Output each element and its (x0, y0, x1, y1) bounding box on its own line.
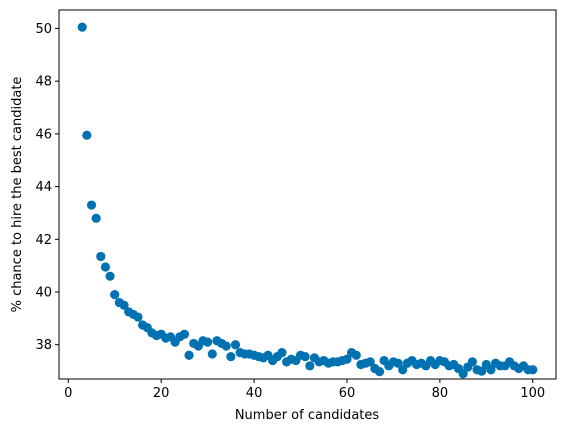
data-point (119, 300, 129, 310)
data-point (486, 365, 496, 375)
data-point (226, 352, 236, 362)
data-point (342, 354, 352, 364)
plot-frame (58, 9, 557, 380)
y-tick-label: 48 (35, 75, 52, 90)
y-tick-label: 46 (35, 127, 52, 142)
x-tick-label: 100 (520, 386, 545, 401)
data-point (91, 213, 101, 223)
y-axis-label: % chance to hire the best candidate (10, 77, 25, 313)
x-tick-label: 60 (339, 386, 356, 401)
data-point (477, 366, 487, 376)
data-point (365, 357, 375, 367)
data-point (230, 340, 241, 350)
y-tick-label: 38 (35, 338, 52, 353)
y-tick-label: 50 (35, 22, 52, 37)
x-tick-label: 0 (64, 386, 72, 401)
data-point (179, 329, 190, 339)
data-point (351, 350, 361, 360)
data-point (393, 358, 403, 368)
x-axis-label: Number of candidates (235, 408, 380, 423)
x-tick-label: 80 (432, 386, 449, 401)
data-point (105, 271, 115, 281)
x-tick-label: 40 (246, 386, 263, 401)
data-point (221, 341, 231, 351)
data-point (77, 22, 87, 32)
data-point (100, 262, 111, 272)
x-tick-label: 20 (153, 386, 170, 401)
y-tick-label: 44 (35, 180, 52, 195)
y-axis-ticks: 38 40 42 44 46 48 50 (35, 22, 59, 353)
data-point (467, 357, 477, 367)
x-axis-ticks: 0 20 40 60 80 100 (64, 379, 545, 401)
data-point (184, 350, 194, 360)
data-point (374, 367, 385, 377)
data-point (207, 349, 217, 359)
data-point (82, 130, 92, 140)
y-tick-label: 42 (35, 233, 52, 248)
data-point (398, 365, 408, 375)
data-point (133, 312, 143, 322)
data-point (110, 290, 120, 300)
data-point (458, 369, 468, 379)
data-point (305, 361, 315, 371)
data-point (96, 251, 106, 262)
data-point (203, 337, 213, 347)
data-point (300, 352, 310, 362)
data-point (528, 365, 538, 375)
data-point (86, 200, 97, 210)
y-tick-label: 40 (35, 286, 52, 301)
data-point (277, 348, 287, 358)
data-points (77, 22, 538, 379)
